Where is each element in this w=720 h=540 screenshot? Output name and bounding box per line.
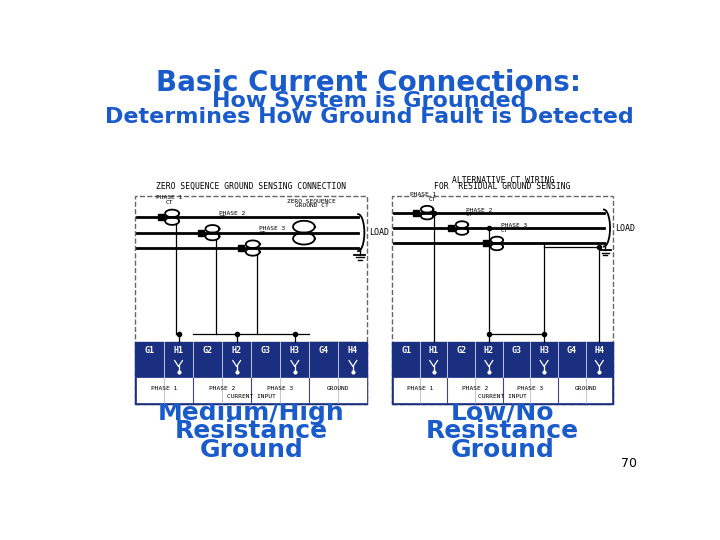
Bar [392, 195, 613, 403]
Text: PHASE 3: PHASE 3 [500, 223, 527, 228]
Bar [135, 342, 367, 403]
Text: LOAD: LOAD [615, 224, 634, 233]
Text: CT: CT [166, 200, 173, 205]
Text: How System is Grounded: How System is Grounded [212, 91, 526, 111]
Text: PHASE 1: PHASE 1 [410, 192, 436, 197]
Text: Basic Current Connections:: Basic Current Connections: [156, 69, 582, 97]
Text: G4: G4 [567, 346, 577, 355]
Text: Resistance: Resistance [426, 420, 580, 443]
Text: GROUND: GROUND [327, 386, 350, 391]
Text: H2: H2 [484, 346, 494, 355]
Text: CT: CT [428, 197, 436, 202]
Bar [135, 195, 367, 403]
Text: PHASE 2: PHASE 2 [219, 211, 245, 215]
Text: PHASE 1: PHASE 1 [407, 386, 433, 391]
Text: CURRENT INPUT: CURRENT INPUT [227, 394, 276, 399]
Text: Resistance: Resistance [175, 420, 328, 443]
Text: CT: CT [466, 212, 473, 217]
Text: GROUND: GROUND [575, 386, 597, 391]
Text: PHASE 3: PHASE 3 [259, 226, 285, 231]
Text: ZERO SEQUENCE: ZERO SEQUENCE [287, 198, 336, 204]
Text: H3: H3 [539, 346, 549, 355]
Bar [136, 377, 366, 403]
Text: H1: H1 [174, 346, 184, 355]
Text: PHASE 1: PHASE 1 [156, 195, 182, 200]
Text: FOR  RESIDUAL GROUND SENSING: FOR RESIDUAL GROUND SENSING [434, 182, 571, 191]
Text: H4: H4 [594, 346, 604, 355]
Text: H3: H3 [289, 346, 300, 355]
Text: G1: G1 [401, 346, 411, 355]
Text: G3: G3 [261, 346, 271, 355]
Text: H1: H1 [428, 346, 438, 355]
Text: CURRENT INPUT: CURRENT INPUT [478, 394, 527, 399]
Text: CT: CT [219, 215, 226, 220]
Text: PHASE 2: PHASE 2 [209, 386, 235, 391]
Text: G3: G3 [511, 346, 521, 355]
Text: H4: H4 [348, 346, 358, 355]
Text: Determines How Ground Fault is Detected: Determines How Ground Fault is Detected [104, 107, 634, 127]
Text: ALTERNATIVE CT WIRING: ALTERNATIVE CT WIRING [451, 176, 554, 185]
Text: Ground: Ground [451, 438, 554, 462]
Text: CT: CT [259, 231, 266, 236]
Text: G1: G1 [145, 346, 155, 355]
Bar [392, 342, 613, 403]
Text: LOAD: LOAD [369, 228, 389, 237]
Text: G2: G2 [456, 346, 467, 355]
Text: Ground: Ground [199, 438, 303, 462]
Text: PHASE 3: PHASE 3 [267, 386, 293, 391]
Text: G2: G2 [202, 346, 212, 355]
Text: CT: CT [500, 228, 508, 233]
Text: PHASE 2: PHASE 2 [466, 208, 492, 213]
Text: GROUND CT: GROUND CT [294, 203, 328, 208]
Text: PHASE 1: PHASE 1 [151, 386, 177, 391]
Text: ZERO SEQUENCE GROUND SENSING CONNECTION: ZERO SEQUENCE GROUND SENSING CONNECTION [156, 182, 346, 191]
Text: H2: H2 [232, 346, 242, 355]
Text: PHASE 3: PHASE 3 [517, 386, 544, 391]
Text: Medium/High: Medium/High [158, 401, 345, 425]
Text: PHASE 2: PHASE 2 [462, 386, 488, 391]
Text: G4: G4 [319, 346, 329, 355]
Bar [393, 377, 612, 403]
Text: Low/No: Low/No [451, 401, 554, 425]
Text: 70: 70 [621, 457, 637, 470]
